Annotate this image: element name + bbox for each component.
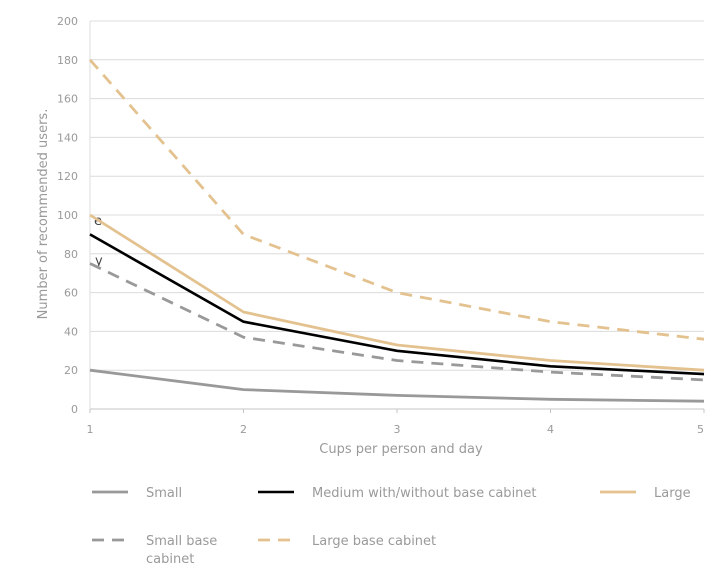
- y-tick-label: 200: [57, 15, 78, 28]
- x-tick-label: 3: [394, 423, 401, 436]
- y-tick-label: 60: [64, 287, 78, 300]
- y-tick-label: 40: [64, 325, 78, 338]
- legend-label: Medium with/without base cabinet: [312, 486, 537, 501]
- legend-label-line: cabinet: [146, 552, 194, 567]
- x-tick-label: 5: [697, 423, 704, 436]
- y-tick-label: 160: [57, 93, 78, 106]
- y-axis-title: Number of recommended users.: [36, 109, 51, 320]
- legend: Small Medium with/without base cabinet Lar…: [92, 486, 691, 567]
- x-tick-label: 4: [547, 423, 554, 436]
- x-tick-label: 1: [87, 423, 94, 436]
- legend-label-line: Medium with/without base cabinet: [312, 486, 537, 501]
- y-tick-label: 180: [57, 54, 78, 67]
- y-tick-label: 80: [64, 248, 78, 261]
- plot-area: [88, 58, 705, 403]
- legend-label: Small base cabinet: [146, 534, 217, 567]
- y-tick-label: 100: [57, 209, 78, 222]
- legend-label-line: Large: [654, 486, 691, 501]
- x-axis-ticks: 1 2 3 4 5: [87, 409, 705, 436]
- legend-label: Large: [654, 486, 691, 501]
- y-tick-label: 120: [57, 170, 78, 183]
- clipped-letter-2: y: [95, 254, 103, 269]
- legend-label-line: Small base: [146, 534, 217, 549]
- series-line-2: [89, 233, 705, 376]
- x-tick-label: 2: [240, 423, 247, 436]
- legend-label-line: Large base cabinet: [312, 534, 436, 549]
- legend-label-line: Small: [146, 486, 182, 501]
- y-axis-ticks: 0 20 40 60 80 100 120 140 160 180 200: [57, 15, 78, 416]
- series-line-5: [88, 58, 705, 341]
- gridlines: [89, 20, 704, 410]
- legend-label: Small: [146, 486, 182, 501]
- y-tick-label: 20: [64, 364, 78, 377]
- x-axis-title: Cups per person and day: [319, 442, 483, 457]
- y-tick-label: 140: [57, 131, 78, 144]
- y-tick-label: 0: [71, 403, 78, 416]
- legend-label: Large base cabinet: [312, 534, 436, 549]
- series-line-4: [89, 262, 705, 382]
